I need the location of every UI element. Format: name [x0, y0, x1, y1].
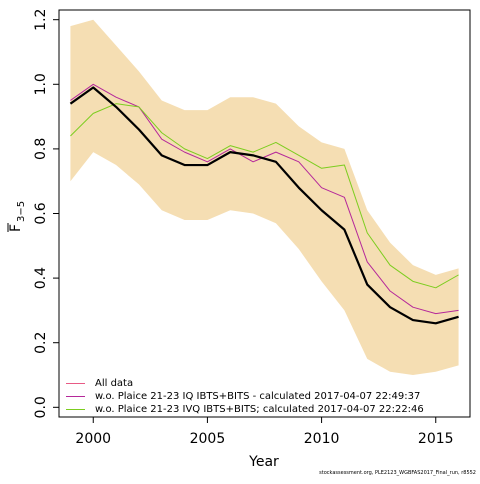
legend-swatch	[66, 409, 85, 410]
confidence-band	[70, 19, 459, 376]
legend-entry: All data	[66, 377, 424, 390]
series-layer	[69, 83, 459, 325]
legend-label: w.o. Plaice 21-23 IQ IBTS+BITS - calcula…	[95, 391, 421, 402]
legend-label: All data	[95, 378, 134, 389]
x-axis: 2000 2005 2010 2015	[75, 417, 454, 447]
y-tick-label: 1.2	[33, 9, 49, 31]
y-axis: 0.0 0.2 0.4 0.6 0.8 1.0 1.2	[33, 9, 59, 418]
y-tick-label: 0.6	[33, 202, 49, 224]
y-tick-label: 0.4	[33, 267, 49, 289]
x-tick-label: 2000	[75, 431, 111, 447]
y-tick-label: 1.0	[33, 73, 49, 95]
legend-entry: w.o. Plaice 21-23 IVQ IBTS+BITS; calcula…	[66, 403, 424, 416]
credit-text: stockassessment.org, PLE2123_WGBFAS2017_…	[319, 470, 476, 476]
legend-swatch	[66, 383, 85, 384]
y-tick-label: 0.0	[33, 396, 49, 418]
y-tick-label: 0.8	[33, 138, 49, 160]
series-line-1	[70, 83, 459, 315]
y-axis-label-subscript: 3−5	[16, 201, 27, 222]
x-axis-label: Year	[248, 454, 279, 470]
y-axis-label: F 3−5	[2, 196, 28, 236]
legend-label: w.o. Plaice 21-23 IVQ IBTS+BITS; calcula…	[95, 404, 424, 415]
y-tick-label: 0.2	[33, 332, 49, 354]
confidence-band-layer	[70, 19, 459, 376]
legend: All data w.o. Plaice 21-23 IQ IBTS+BITS …	[66, 377, 424, 416]
legend-entry: w.o. Plaice 21-23 IQ IBTS+BITS - calcula…	[66, 390, 424, 403]
series-line-0	[69, 86, 459, 325]
x-tick-label: 2005	[190, 431, 226, 447]
legend-swatch	[66, 396, 85, 397]
series-line-2	[70, 103, 459, 289]
x-tick-label: 2015	[418, 431, 454, 447]
y-axis-label-main: F	[8, 224, 24, 232]
x-tick-label: 2010	[304, 431, 340, 447]
